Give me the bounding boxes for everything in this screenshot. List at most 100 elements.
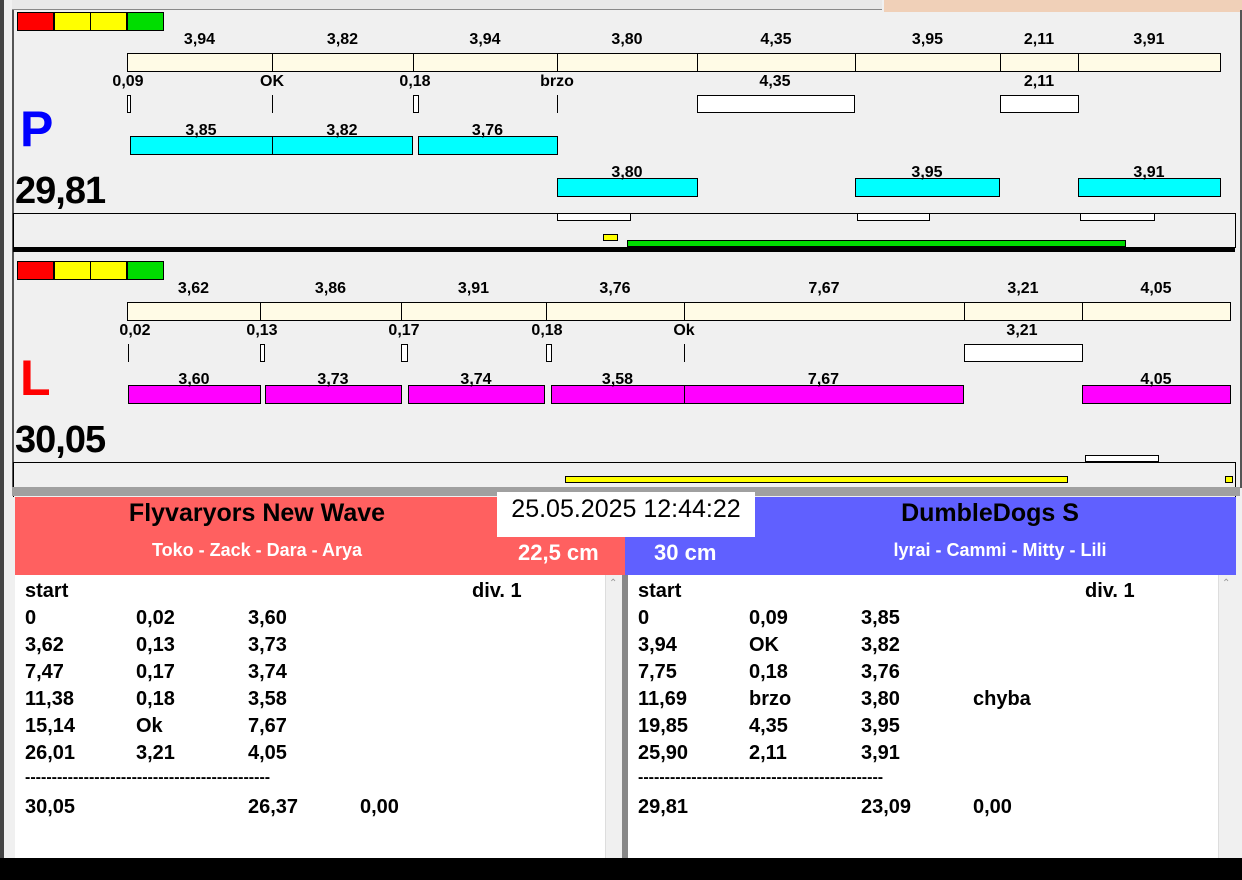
timeline-mark (565, 476, 1068, 483)
list-cell: 0,02 (136, 607, 175, 629)
right-scrollbar[interactable] (1218, 575, 1237, 858)
lane-letter: P (20, 101, 54, 157)
timeline-box (13, 462, 1236, 497)
dog-bar (408, 385, 545, 404)
timeline-mark (1080, 213, 1155, 221)
left-scrollbar[interactable] (605, 575, 623, 858)
list-total: 0,00 (973, 796, 1012, 818)
indicator-3 (126, 12, 164, 31)
start-marker (697, 95, 855, 113)
dog-time-label: 3,95 (911, 164, 943, 181)
list-cell: 19,85 (638, 715, 689, 737)
dog-bar (557, 178, 698, 197)
lane-total: 29,81 (15, 170, 106, 212)
start-marker (684, 344, 685, 362)
time-segment (684, 302, 965, 321)
right-results-list[interactable] (628, 575, 1218, 858)
list-cell: 0,09 (749, 607, 788, 629)
left-results-list[interactable] (15, 575, 605, 858)
time-segment (546, 302, 685, 321)
start-marker (413, 95, 419, 113)
scroll-up-icon[interactable]: ⌃ (1222, 578, 1231, 589)
list-cell: 0,18 (749, 661, 788, 683)
time-label: 3,62 (177, 280, 210, 297)
dog-bar (855, 178, 1000, 197)
scroll-up-icon[interactable]: ⌃ (609, 578, 618, 589)
list-cell: 3,21 (136, 742, 175, 764)
list-cell: 0,13 (136, 634, 175, 656)
start-label: 3,21 (1006, 322, 1038, 339)
list-cell: 7,47 (25, 661, 64, 683)
tab-strip (12, 0, 882, 10)
right-team-height: 30 cm (654, 540, 717, 565)
datetime: 25.05.2025 12:44:22 (497, 492, 755, 537)
time-label: 3,82 (326, 31, 359, 48)
window-left-border (0, 0, 4, 880)
start-label: 0,18 (531, 322, 563, 339)
dog-time-label: 3,58 (601, 371, 634, 388)
list-cell: 7,75 (638, 661, 677, 683)
list-cell: 3,62 (25, 634, 64, 656)
right-team-members: lyrai - Cammi - Mitty - Lili (893, 540, 1107, 560)
list-cell: 3,91 (861, 742, 900, 764)
list-gap (622, 575, 628, 858)
start-label: 4,35 (759, 73, 791, 90)
dog-time-label: 3,82 (326, 122, 358, 139)
list-cell: 7,67 (248, 715, 287, 737)
bottom-bar (0, 858, 1242, 880)
list-total: 23,09 (861, 796, 912, 818)
start-label: 0,02 (119, 322, 151, 339)
time-label: 3,86 (314, 280, 347, 297)
start-marker (964, 344, 1083, 362)
list-cell: brzo (749, 688, 792, 710)
dog-bar (272, 136, 413, 155)
indicator-1 (53, 261, 91, 280)
time-label: 3,21 (1007, 280, 1039, 297)
time-label: 2,11 (1023, 31, 1055, 48)
dog-time-label: 3,60 (178, 371, 210, 388)
start-label: 0,18 (399, 73, 431, 90)
list-cell: Ok (136, 715, 163, 737)
time-segment (127, 302, 261, 321)
dog-time-label: 3,80 (611, 164, 643, 181)
lane-letter: L (20, 350, 51, 406)
timeline-mark (857, 213, 930, 221)
dog-bar (418, 136, 558, 155)
timeline-mark (627, 240, 1126, 247)
list-cell: 3,82 (861, 634, 900, 656)
divider (12, 487, 1240, 496)
start-label: OK (260, 73, 284, 90)
top-right-panel (884, 0, 1242, 12)
time-segment (272, 53, 414, 72)
start-marker (546, 344, 552, 362)
time-label: 3,91 (1133, 31, 1165, 48)
indicator-2 (90, 12, 127, 31)
time-segment (1082, 302, 1231, 321)
lane-separator (13, 247, 1235, 252)
list-header-start: start (638, 580, 682, 602)
timeline-mark (1225, 476, 1233, 483)
list-cell: 11,69 (638, 688, 687, 710)
time-label: 4,35 (760, 31, 792, 48)
start-marker (128, 344, 129, 362)
time-segment (401, 302, 547, 321)
time-label: 3,95 (911, 31, 944, 48)
start-label: brzo (540, 73, 574, 90)
start-marker (401, 344, 408, 362)
start-label: 0,13 (246, 322, 278, 339)
dog-time-label: 4,05 (1140, 371, 1172, 388)
start-label: 2,11 (1023, 73, 1055, 90)
list-cell: OK (749, 634, 779, 656)
time-label: 3,91 (457, 280, 490, 297)
indicator-1 (53, 12, 91, 31)
list-header-division: div. 1 (1085, 580, 1135, 602)
time-segment (1000, 53, 1079, 72)
list-separator: ----------------------------------------… (25, 769, 271, 786)
left-team-name: Flyvaryors New Wave (128, 499, 386, 527)
indicator-0 (17, 12, 54, 31)
list-cell: 0 (638, 607, 650, 629)
list-cell: 3,73 (248, 634, 287, 656)
time-label: 4,05 (1140, 280, 1172, 297)
list-cell: 0,18 (136, 688, 175, 710)
list-cell: 3,76 (861, 661, 900, 683)
